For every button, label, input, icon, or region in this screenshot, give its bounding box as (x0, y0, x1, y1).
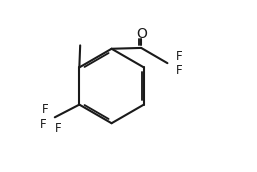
Text: F: F (40, 118, 47, 131)
Text: F: F (176, 50, 182, 63)
Text: F: F (55, 122, 62, 135)
Text: F: F (176, 64, 182, 77)
Text: O: O (136, 26, 147, 41)
Text: F: F (42, 103, 49, 116)
